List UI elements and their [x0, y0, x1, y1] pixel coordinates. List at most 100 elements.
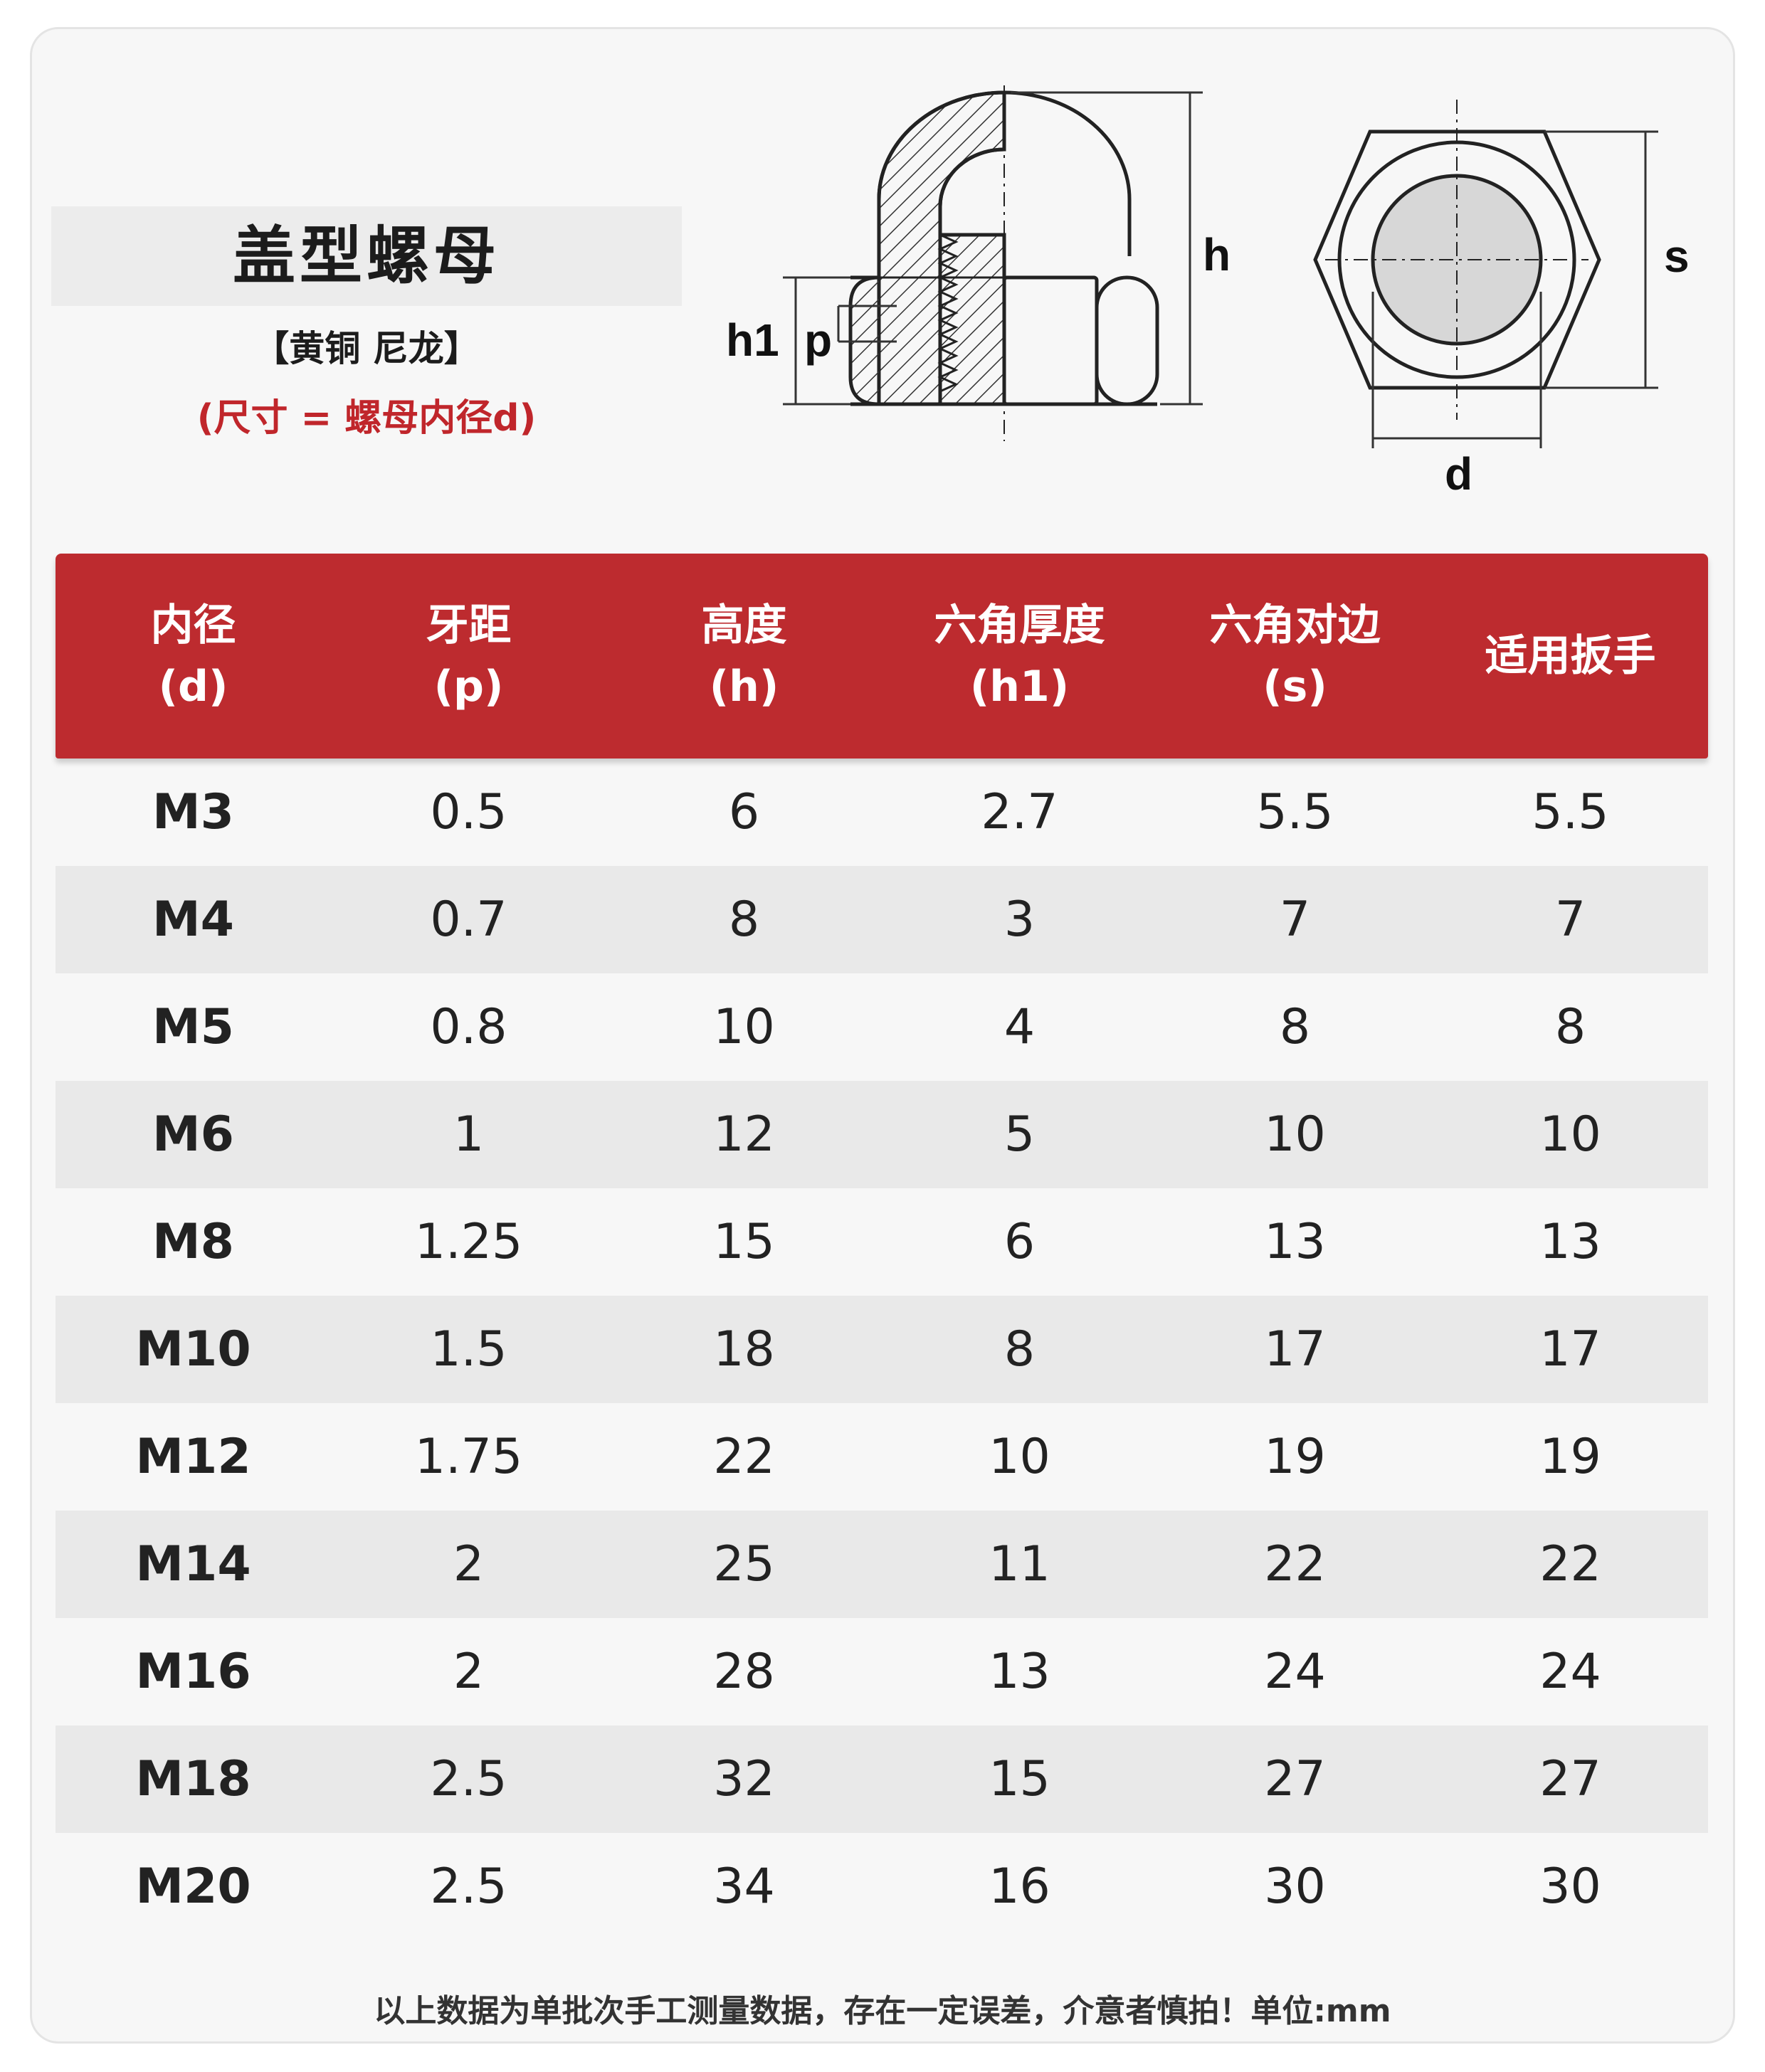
label-s: s	[1664, 231, 1690, 282]
header-height: 高度 (h)	[701, 601, 787, 712]
size-note: (尺寸 = 螺母内径d)	[196, 397, 537, 440]
value-cell: 13	[1539, 1214, 1601, 1270]
top-dimensions	[1371, 130, 1658, 448]
material-subtitle: 【黄铜 尼龙】	[253, 328, 480, 369]
table-row: M4 0.7 8 3 7 7	[56, 866, 1708, 973]
value-cell: 18	[713, 1321, 775, 1378]
value-cell: 34	[713, 1859, 775, 1915]
product-title: 盖型螺母	[232, 219, 500, 292]
value-cell: 8	[1003, 1321, 1036, 1378]
value-cell: 25	[713, 1536, 775, 1592]
value-cell: 10	[1539, 1106, 1601, 1163]
value-cell: 12	[713, 1106, 775, 1163]
value-cell: 1	[453, 1106, 485, 1163]
value-cell: 7	[1279, 892, 1311, 948]
value-cell: 28	[713, 1644, 775, 1700]
table-row: M10 1.5 18 8 17 17	[56, 1296, 1708, 1403]
table-row: M12 1.75 22 10 19 19	[56, 1403, 1708, 1511]
value-cell: 16	[989, 1859, 1050, 1915]
value-cell: 19	[1264, 1429, 1326, 1485]
label-h1: h1	[726, 314, 779, 366]
value-cell: 11	[989, 1536, 1050, 1592]
value-cell: 7	[1554, 892, 1586, 948]
value-cell: 10	[1264, 1106, 1326, 1163]
value-cell: 27	[1264, 1751, 1326, 1807]
cap-nut-diagram: h h1 p s d	[726, 85, 1690, 500]
table-row: M18 2.5 32 15 27 27	[56, 1725, 1708, 1833]
table-row: M20 2.5 34 16 30 30	[56, 1833, 1708, 1940]
size-cell: M18	[135, 1751, 251, 1807]
value-cell: 2	[453, 1644, 485, 1700]
size-cell: M20	[135, 1859, 251, 1915]
size-cell: M6	[152, 1106, 234, 1163]
table-body: M3 0.5 6 2.7 5.5 5.5 M4 0.7 8 3 7 7 M5 0.8 10 4 8 8 M6 1 1 2 5…	[56, 758, 1708, 1940]
value-cell: 30	[1539, 1859, 1601, 1915]
table-header: 内径 (d) 牙距 (p) 高度 (h) 六角厚度 (h1) 六角对边 (s) 适用扳手	[56, 554, 1708, 758]
value-cell: 5.5	[1256, 784, 1334, 840]
side-view	[848, 85, 1159, 441]
top-view	[1313, 100, 1601, 420]
table-row: M3 0.5 6 2.7 5.5 5.5	[56, 758, 1708, 866]
table-row: M6 1 12 5 10 10	[56, 1081, 1708, 1188]
value-cell: 22	[1264, 1536, 1326, 1592]
value-cell: 27	[1539, 1751, 1601, 1807]
value-cell: 13	[1264, 1214, 1326, 1270]
value-cell: 22	[1539, 1536, 1601, 1592]
value-cell: 6	[728, 784, 760, 840]
table-row: M5 0.8 10 4 8 8	[56, 973, 1708, 1081]
value-cell: 3	[1003, 892, 1036, 948]
value-cell: 8	[728, 892, 760, 948]
value-cell: 17	[1264, 1321, 1326, 1378]
value-cell: 13	[989, 1644, 1050, 1700]
label-h: h	[1203, 229, 1231, 280]
value-cell: 15	[713, 1214, 775, 1270]
value-cell: 2.5	[430, 1859, 507, 1915]
value-cell: 6	[1003, 1214, 1036, 1270]
value-cell: 5.5	[1532, 784, 1609, 840]
size-cell: M3	[152, 784, 234, 840]
value-cell: 19	[1539, 1429, 1601, 1485]
value-cell: 2.7	[981, 784, 1058, 840]
size-cell: M10	[135, 1321, 251, 1378]
value-cell: 24	[1539, 1644, 1601, 1700]
size-cell: M4	[152, 892, 234, 948]
side-dimensions	[783, 91, 1203, 406]
header-pitch: 牙距 (p)	[426, 601, 512, 712]
size-cell: M16	[135, 1644, 251, 1700]
label-d: d	[1445, 448, 1472, 500]
size-cell: M5	[152, 999, 234, 1055]
size-cell: M14	[135, 1536, 251, 1592]
value-cell: 8	[1554, 999, 1586, 1055]
size-cell: M12	[135, 1429, 251, 1485]
value-cell: 30	[1264, 1859, 1326, 1915]
value-cell: 2	[453, 1536, 485, 1592]
size-cell: M8	[152, 1214, 234, 1270]
value-cell: 17	[1539, 1321, 1601, 1378]
table-row: M16 2 28 13 24 24	[56, 1618, 1708, 1725]
table-row: M14 2 25 11 22 22	[56, 1511, 1708, 1618]
value-cell: 22	[713, 1429, 775, 1485]
value-cell: 15	[989, 1751, 1050, 1807]
value-cell: 1.25	[414, 1214, 523, 1270]
value-cell: 0.7	[430, 892, 507, 948]
value-cell: 2.5	[430, 1751, 507, 1807]
value-cell: 4	[1003, 999, 1036, 1055]
header-wrench-size: 适用扳手	[1485, 631, 1656, 681]
header-hex-thickness: 六角厚度 (h1)	[934, 601, 1105, 712]
value-cell: 8	[1279, 999, 1311, 1055]
value-cell: 1.75	[414, 1429, 523, 1485]
footer-disclaimer: 以上数据为单批次手工测量数据，存在一定误差，介意者慎拍！单位:mm	[374, 1993, 1391, 2029]
value-cell: 32	[713, 1751, 775, 1807]
header-hex-across-flats: 六角对边 (s)	[1209, 601, 1381, 712]
value-cell: 10	[989, 1429, 1050, 1485]
table-row: M8 1.25 15 6 13 13	[56, 1188, 1708, 1296]
value-cell: 0.5	[430, 784, 507, 840]
label-p: p	[804, 314, 832, 366]
spec-table: 内径 (d) 牙距 (p) 高度 (h) 六角厚度 (h1) 六角对边 (s) 适用扳手 …	[56, 554, 1708, 1940]
value-cell: 1.5	[430, 1321, 507, 1378]
value-cell: 0.8	[430, 999, 507, 1055]
value-cell: 24	[1264, 1644, 1326, 1700]
title-banner	[51, 206, 682, 306]
header-inner-diameter: 内径 (d)	[150, 601, 236, 712]
value-cell: 10	[713, 999, 775, 1055]
